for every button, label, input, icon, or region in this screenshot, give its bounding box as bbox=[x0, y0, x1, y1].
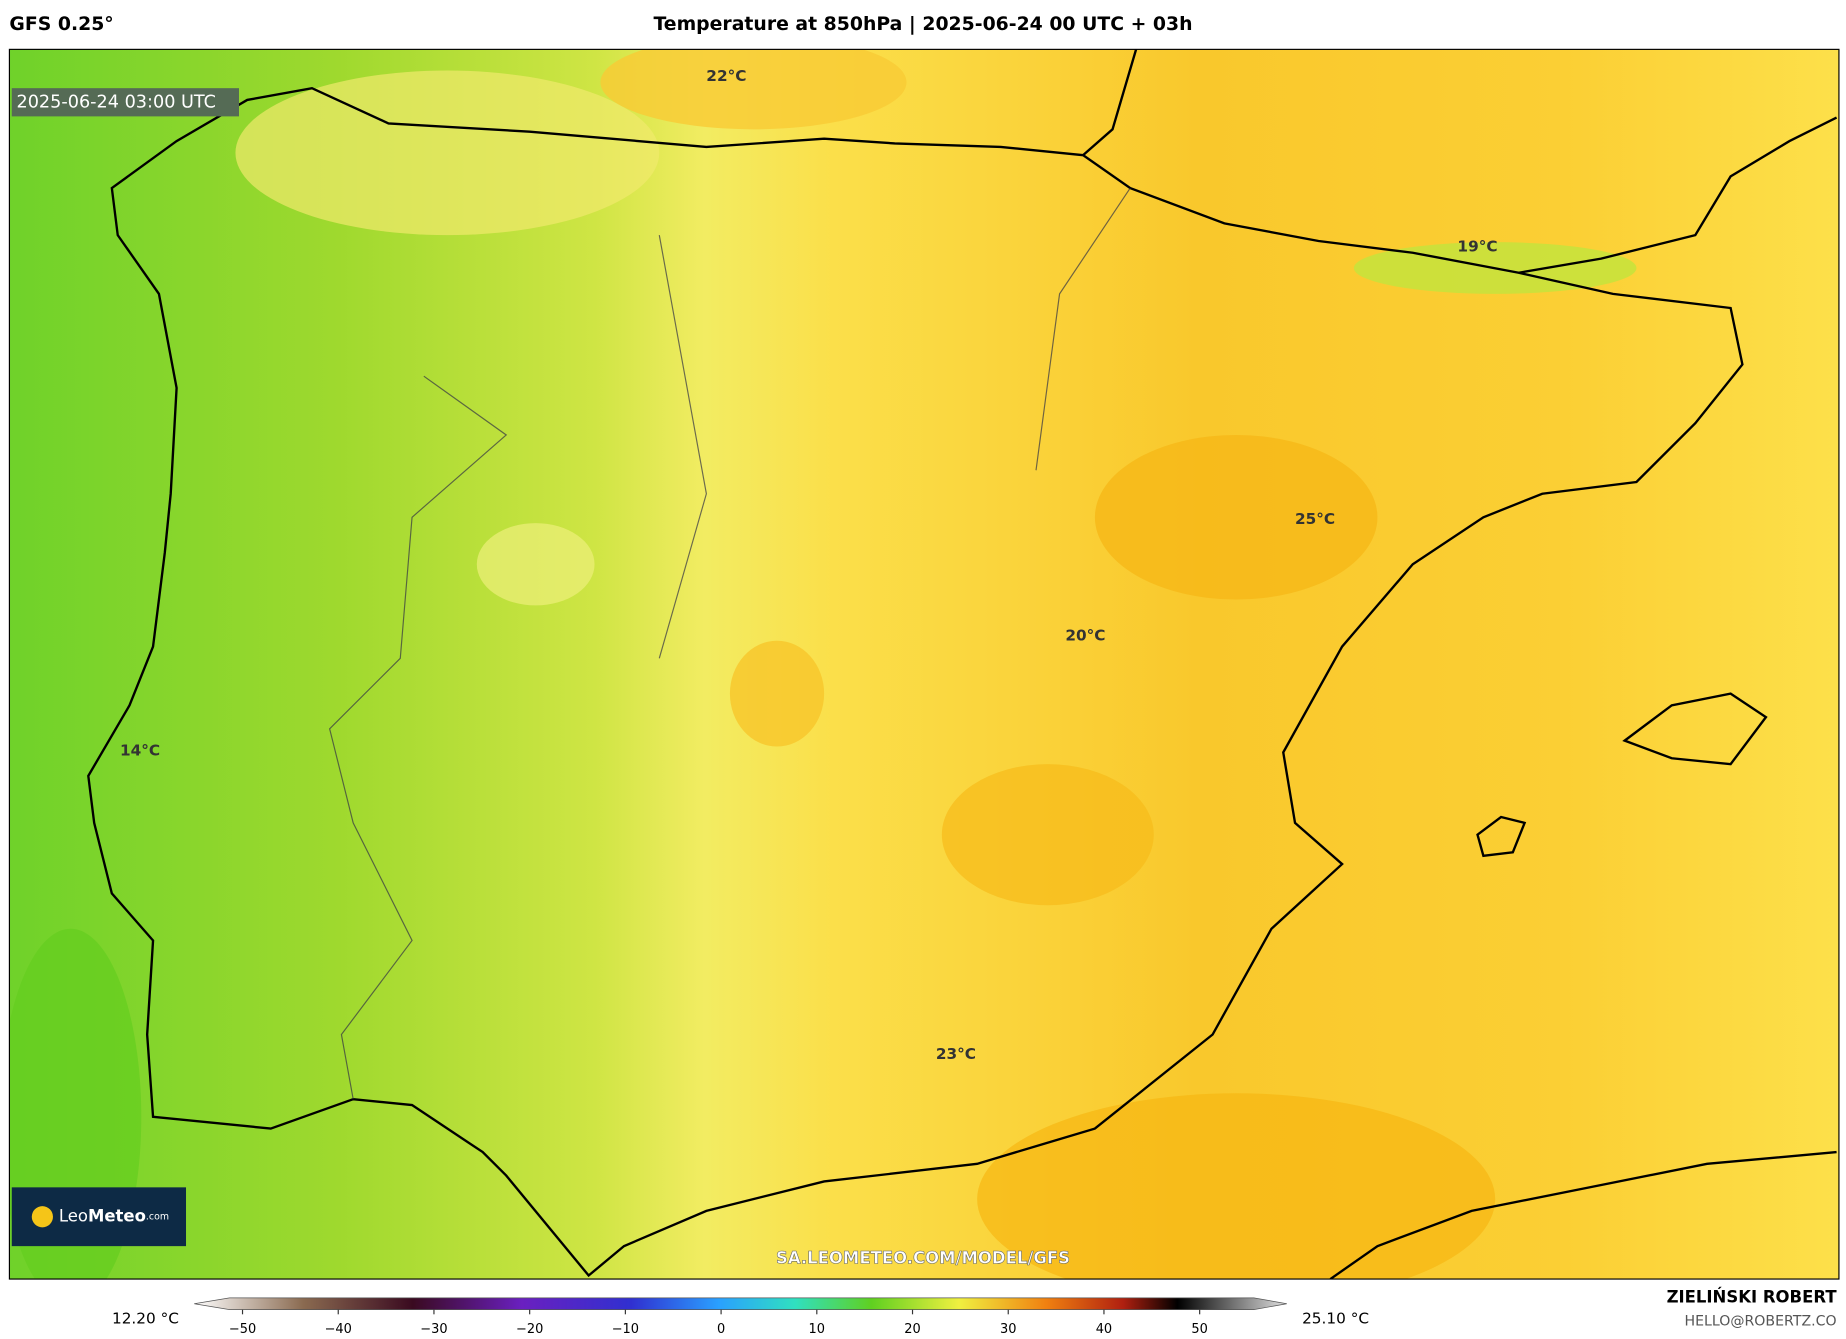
island bbox=[1476, 815, 1527, 858]
coastline bbox=[87, 86, 1744, 1278]
logo-name: Leo bbox=[59, 1206, 88, 1225]
contour bbox=[941, 764, 1154, 906]
logo: LeoMeteo.com bbox=[59, 1206, 169, 1225]
contour bbox=[476, 523, 595, 606]
colorbar-tick-label: 0 bbox=[717, 1322, 725, 1337]
colorbar-tick-label: 50 bbox=[1191, 1322, 1207, 1337]
colorbar bbox=[194, 1297, 1287, 1310]
colorbar-tick-label: 30 bbox=[1000, 1322, 1016, 1337]
contour-label: 20°C bbox=[1065, 627, 1105, 645]
contour bbox=[235, 70, 660, 236]
timestamp-box bbox=[11, 88, 239, 117]
timestamp: 2025-06-24 03:00 UTC bbox=[16, 92, 216, 112]
contour bbox=[729, 640, 825, 747]
colorbar-tick-label: 40 bbox=[1096, 1322, 1112, 1337]
coastline bbox=[1329, 1150, 1837, 1280]
colorbar-tick-label: −40 bbox=[325, 1322, 352, 1337]
author: ZIELIŃSKI ROBERT bbox=[1667, 1287, 1838, 1306]
contour bbox=[1094, 434, 1378, 600]
colorbar-tick-label: −10 bbox=[612, 1322, 639, 1337]
contour bbox=[977, 1093, 1496, 1280]
map-title: Temperature at 850hPa | 2025-06-24 00 UT… bbox=[653, 14, 1192, 35]
contour-labels: 22°C 19°C 25°C 20°C 14°C 23°C bbox=[120, 67, 1498, 1063]
contour-label: 25°C bbox=[1295, 510, 1335, 528]
email: HELLO@ROBERTZ.CO bbox=[1685, 1313, 1837, 1329]
map-frame bbox=[8, 48, 1840, 1280]
colorbar-tick-label: −30 bbox=[420, 1322, 447, 1337]
contour bbox=[9, 928, 142, 1280]
contour-label: 23°C bbox=[936, 1045, 976, 1063]
colorbar-max: 25.10 °C bbox=[1302, 1310, 1369, 1328]
map: 2025-06-24 03:00 UTC 22°C 19°C 25°C 20°C 14°… bbox=[9, 49, 1839, 1280]
island bbox=[1622, 692, 1768, 766]
contour-label: 14°C bbox=[120, 742, 160, 760]
colorbar-tick-label: −20 bbox=[516, 1322, 543, 1337]
colorbar-tick-label: 10 bbox=[809, 1322, 825, 1337]
logo-suffix: .com bbox=[146, 1211, 169, 1222]
url: SA.LEOMETEO.COM/MODEL/GFS bbox=[776, 1249, 1070, 1268]
border bbox=[328, 187, 1131, 1100]
logo-sun bbox=[31, 1206, 53, 1228]
colorbar-ticks: −50 −40 −30 −20 −10 0 10 20 30 40 50 bbox=[229, 1309, 1208, 1337]
colorbar-tick-label: 20 bbox=[904, 1322, 920, 1337]
logo-brand: Meteo bbox=[88, 1206, 146, 1225]
colorbar-tick-label: −50 bbox=[229, 1322, 256, 1337]
contour bbox=[600, 49, 907, 130]
contour-label: 22°C bbox=[706, 67, 746, 85]
temperature-field bbox=[9, 49, 1839, 1280]
coastline bbox=[1082, 49, 1838, 274]
contour-label: 19°C bbox=[1457, 237, 1497, 255]
colorbar-min: 12.20 °C bbox=[112, 1310, 179, 1328]
model-label: GFS 0.25° bbox=[9, 14, 113, 35]
